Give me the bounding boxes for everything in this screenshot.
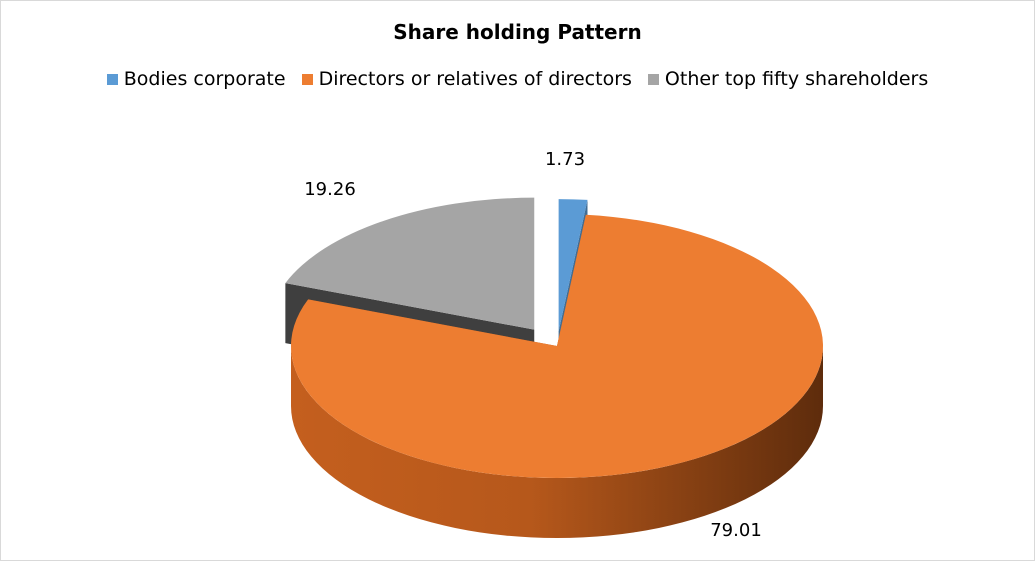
legend-swatch-directors [301,73,313,85]
data-label-other-shareholders: 19.26 [304,179,356,200]
pie-slice-top-other-shareholders [285,197,535,330]
legend-label-other-shareholders: Other top fifty shareholders [664,68,929,90]
legend: Bodies corporate Directors or relatives … [1,68,1034,90]
legend-item-bodies-corporate: Bodies corporate [106,68,286,90]
data-label-directors: 79.01 [710,520,762,541]
chart-title: Share holding Pattern [393,20,642,44]
legend-item-directors: Directors or relatives of directors [301,68,632,90]
legend-item-other-shareholders: Other top fifty shareholders [647,68,929,90]
legend-swatch-bodies-corporate [106,73,118,85]
legend-swatch-other-shareholders [647,73,659,85]
pie-slice-top-bodies-corporate [558,199,588,332]
legend-label-bodies-corporate: Bodies corporate [123,68,286,90]
data-label-bodies-corporate: 1.73 [545,149,585,170]
pie-slice-top-directors [290,214,823,478]
pie-slice-directors [290,214,823,538]
legend-label-directors: Directors or relatives of directors [318,68,632,90]
pie-slice-side-directors [291,346,823,538]
